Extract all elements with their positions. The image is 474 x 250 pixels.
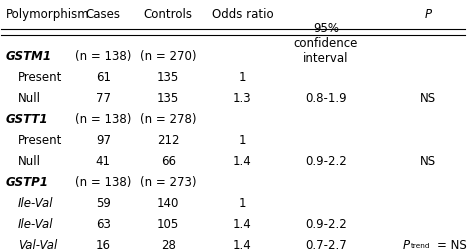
Text: Val-Val: Val-Val — [18, 238, 57, 250]
Text: (n = 270): (n = 270) — [140, 50, 197, 62]
Text: NS: NS — [420, 91, 436, 104]
Text: Ile-Val: Ile-Val — [18, 217, 53, 230]
Text: GSTP1: GSTP1 — [6, 175, 49, 188]
Text: P: P — [424, 8, 431, 20]
Text: 1.4: 1.4 — [233, 154, 252, 167]
Text: (n = 138): (n = 138) — [75, 112, 132, 125]
Text: Null: Null — [18, 91, 41, 104]
Text: 1.3: 1.3 — [233, 91, 252, 104]
Text: 212: 212 — [157, 133, 180, 146]
Text: (n = 138): (n = 138) — [75, 175, 132, 188]
Text: (n = 138): (n = 138) — [75, 50, 132, 62]
Text: trend: trend — [410, 242, 430, 248]
Text: 0.9-2.2: 0.9-2.2 — [305, 217, 346, 230]
Text: 1: 1 — [239, 133, 246, 146]
Text: 0.7-2.7: 0.7-2.7 — [305, 238, 346, 250]
Text: Present: Present — [18, 70, 62, 84]
Text: 1: 1 — [239, 196, 246, 209]
Text: Odds ratio: Odds ratio — [211, 8, 273, 20]
Text: 59: 59 — [96, 196, 111, 209]
Text: 0.9-2.2: 0.9-2.2 — [305, 154, 346, 167]
Text: 140: 140 — [157, 196, 180, 209]
Text: 135: 135 — [157, 70, 179, 84]
Text: (n = 273): (n = 273) — [140, 175, 197, 188]
Text: Cases: Cases — [86, 8, 121, 20]
Text: 77: 77 — [96, 91, 111, 104]
Text: NS: NS — [420, 154, 436, 167]
Text: 61: 61 — [96, 70, 111, 84]
Text: GSTM1: GSTM1 — [6, 50, 52, 62]
Text: 0.8-1.9: 0.8-1.9 — [305, 91, 346, 104]
Text: Null: Null — [18, 154, 41, 167]
Text: Polymorphism: Polymorphism — [6, 8, 90, 20]
Text: 41: 41 — [96, 154, 111, 167]
Text: 66: 66 — [161, 154, 176, 167]
Text: 28: 28 — [161, 238, 176, 250]
Text: 95%
confidence
interval: 95% confidence interval — [294, 22, 358, 65]
Text: 97: 97 — [96, 133, 111, 146]
Text: GSTT1: GSTT1 — [6, 112, 48, 125]
Text: Present: Present — [18, 133, 62, 146]
Text: 1.4: 1.4 — [233, 217, 252, 230]
Text: $\it{P}$: $\it{P}$ — [402, 238, 411, 250]
Text: 135: 135 — [157, 91, 179, 104]
Text: = NS: = NS — [437, 238, 467, 250]
Text: 1: 1 — [239, 70, 246, 84]
Text: 105: 105 — [157, 217, 179, 230]
Text: Ile-Val: Ile-Val — [18, 196, 53, 209]
Text: (n = 278): (n = 278) — [140, 112, 197, 125]
Text: Controls: Controls — [144, 8, 193, 20]
Text: 16: 16 — [96, 238, 111, 250]
Text: 63: 63 — [96, 217, 111, 230]
Text: 1.4: 1.4 — [233, 238, 252, 250]
